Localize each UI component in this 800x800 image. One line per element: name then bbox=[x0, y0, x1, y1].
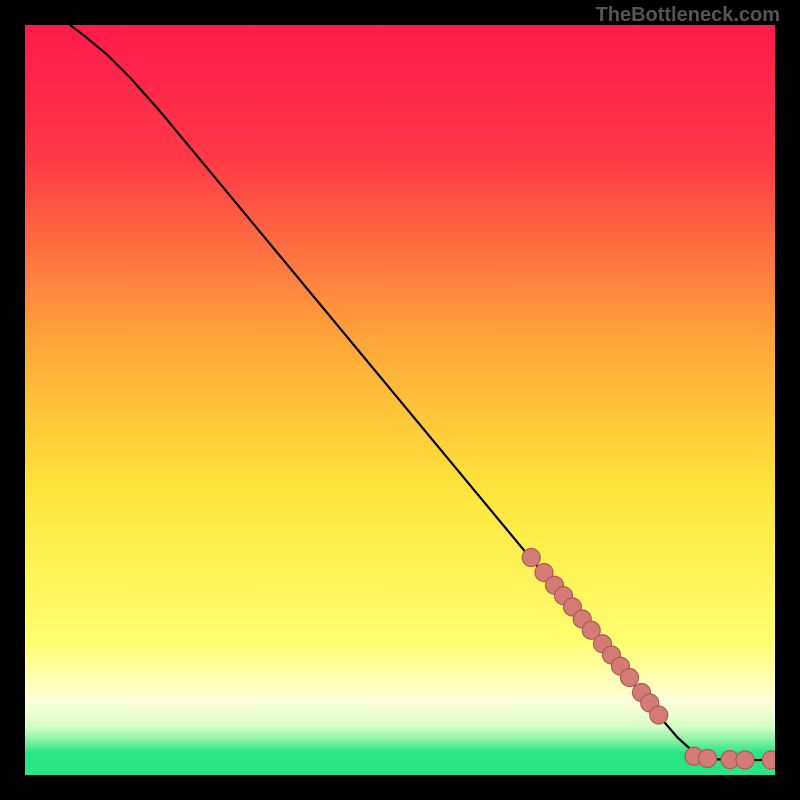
scatter-point bbox=[736, 751, 754, 769]
scatter-point bbox=[699, 750, 717, 768]
scatter-point bbox=[621, 669, 639, 687]
plot-svg bbox=[25, 25, 775, 775]
chart-container: TheBottleneck.com bbox=[0, 0, 800, 800]
scatter-point bbox=[650, 706, 668, 724]
watermark-text: TheBottleneck.com bbox=[596, 4, 780, 27]
scatter-point bbox=[762, 751, 775, 769]
plot-area bbox=[25, 25, 775, 775]
scatter-point bbox=[522, 549, 540, 567]
